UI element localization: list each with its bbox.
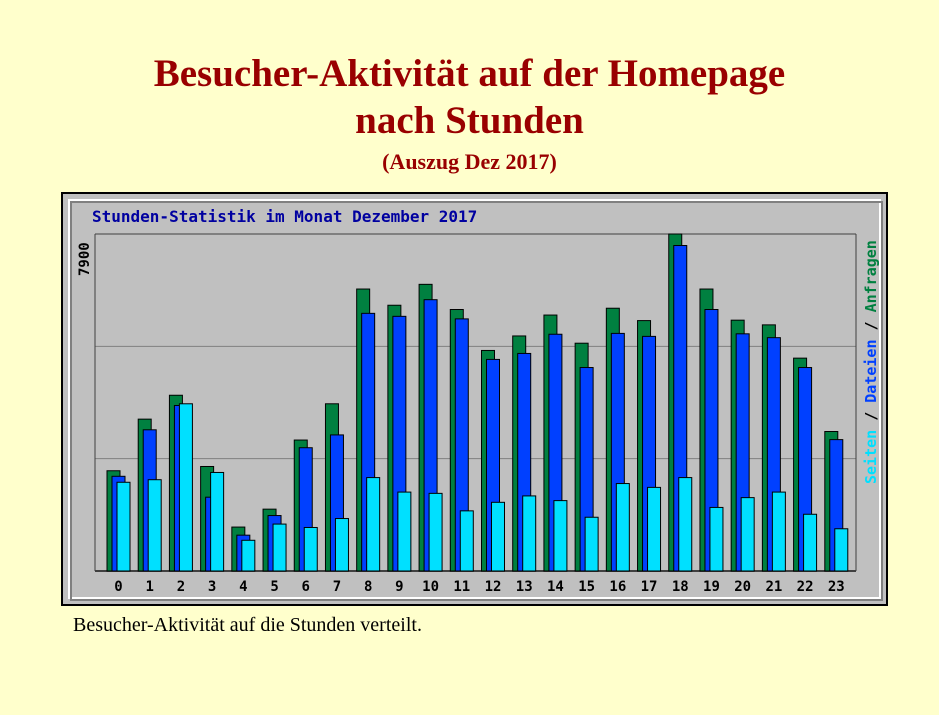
x-tick-label-12: 12 [485,579,502,595]
bar-seiten-16 [615,483,630,572]
x-tick-label-9: 9 [395,579,403,595]
x-tick-label-5: 5 [270,579,278,595]
bar-seiten-6 [303,526,318,572]
bar-seiten-18 [678,477,693,572]
x-tick-label-1: 1 [145,579,153,595]
bar-seiten-10 [428,492,443,572]
bevel-light [68,199,881,599]
x-tick-label-10: 10 [422,579,439,595]
title-line-1: Besucher-Aktivität auf der Homepage [153,52,786,95]
bar-seiten-17 [647,486,662,572]
legend: Seiten / Dateien / Anfragen [862,240,880,484]
bar-seiten-5 [272,523,287,572]
x-tick-label-4: 4 [239,579,247,595]
hourly-stats-chart: Stunden-Statistik im Monat Dezember 2017… [68,199,883,601]
bar-seiten-8 [366,477,381,572]
x-tick-label-6: 6 [302,579,310,595]
page-title: Besucher-Aktivität auf der Homepage nach… [0,50,939,144]
bar-seiten-19 [709,506,724,572]
x-tick-label-14: 14 [547,579,564,595]
x-tick-label-23: 23 [828,579,845,595]
bar-seiten-7 [334,518,349,572]
x-tick-label-22: 22 [797,579,814,595]
x-tick-label-19: 19 [703,579,720,595]
bar-seiten-13 [522,495,537,572]
bar-seiten-3 [210,471,225,572]
x-tick-label-20: 20 [734,579,751,595]
chart-frame: Stunden-Statistik im Monat Dezember 2017… [61,192,888,606]
bar-seiten-21 [771,491,786,572]
bar-seiten-9 [397,491,412,572]
x-tick-label-8: 8 [364,579,372,595]
bar-seiten-22 [803,513,818,572]
x-tick-label-16: 16 [609,579,626,595]
x-tick-label-11: 11 [453,579,470,595]
x-tick-label-15: 15 [578,579,595,595]
bar-seiten-20 [740,497,755,572]
title-line-2: nach Stunden [355,99,584,142]
page-subtitle: (Auszug Dez 2017) [382,149,557,174]
bar-seiten-15 [584,516,599,572]
bar-seiten-0 [116,481,131,572]
x-tick-label-17: 17 [641,579,658,595]
legend-dateien: Dateien [862,340,880,403]
bar-seiten-14 [553,500,568,572]
x-tick-label-3: 3 [208,579,216,595]
bar-seiten-12 [491,501,505,572]
bar-seiten-11 [459,510,474,572]
x-tick-label-21: 21 [765,579,782,595]
bar-seiten-4 [241,539,256,572]
legend-separator: / [862,403,880,430]
x-tick-label-18: 18 [672,579,689,595]
bar-seiten-23 [834,528,849,572]
x-tick-label-13: 13 [516,579,533,595]
legend-text: Seiten / Dateien / Anfragen [862,240,880,484]
bevel-dark [70,201,883,601]
chart-title: Stunden-Statistik im Monat Dezember 2017 [92,207,477,226]
legend-seiten: Seiten [862,430,880,484]
bar-seiten-1 [147,479,162,572]
x-tick-label-2: 2 [177,579,185,595]
legend-separator: / [862,312,880,339]
bar-seiten-2 [178,403,193,572]
x-tick-label-0: 0 [114,579,122,595]
x-tick-label-7: 7 [333,579,341,595]
legend-anfragen: Anfragen [862,240,880,312]
y-max-label: 7900 [77,242,93,276]
caption: Besucher-Aktivität auf die Stunden verte… [73,614,422,636]
